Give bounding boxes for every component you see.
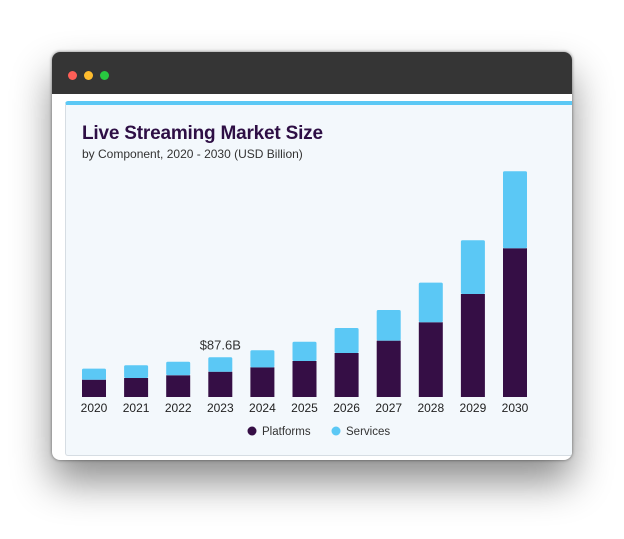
maximize-button[interactable] bbox=[100, 71, 109, 80]
chart-title: Live Streaming Market Size bbox=[82, 123, 323, 144]
bar-platforms-2025 bbox=[292, 360, 317, 397]
x-tick-label: 2026 bbox=[333, 401, 360, 415]
bar-platforms-2023 bbox=[208, 371, 233, 397]
chart-subtitle: by Component, 2020 - 2030 (USD Billion) bbox=[82, 147, 303, 161]
bar-platforms-2022 bbox=[166, 375, 191, 397]
x-tick-label: 2020 bbox=[81, 401, 108, 415]
bar-platforms-2029 bbox=[460, 293, 485, 397]
x-tick-label: 2021 bbox=[123, 401, 150, 415]
bar-platforms-2030 bbox=[503, 248, 527, 397]
bar-platforms-2021 bbox=[124, 378, 149, 397]
x-tick-label: 2028 bbox=[417, 401, 444, 415]
title-bar bbox=[52, 52, 572, 94]
bar-services-2025 bbox=[292, 341, 317, 361]
bar-services-2022 bbox=[166, 361, 191, 376]
bar-platforms-2020 bbox=[82, 379, 106, 397]
x-tick-label: 2024 bbox=[249, 401, 276, 415]
bar-services-2023 bbox=[208, 357, 233, 372]
x-tick-label: 2030 bbox=[502, 401, 529, 415]
bar-platforms-2028 bbox=[418, 322, 443, 397]
bar-platforms-2024 bbox=[250, 367, 275, 397]
data-label: $87.6B bbox=[200, 337, 241, 352]
bar-services-2028 bbox=[418, 282, 443, 323]
legend-marker-platforms bbox=[247, 426, 257, 436]
bar-services-2026 bbox=[334, 327, 359, 353]
stacked-bar-chart: 2020 2021 2022 2023 $87.6B 2024 2025 2026 2027 20… bbox=[81, 171, 529, 438]
bar-services-2027 bbox=[376, 309, 401, 341]
close-button[interactable] bbox=[68, 71, 77, 80]
legend-label-platforms: Platforms bbox=[262, 426, 311, 438]
x-tick-label: 2025 bbox=[291, 401, 318, 415]
bar-services-2030 bbox=[503, 171, 527, 249]
x-tick-label: 2022 bbox=[165, 401, 192, 415]
bar-services-2020 bbox=[82, 368, 106, 380]
x-tick-label: 2023 bbox=[207, 401, 234, 415]
x-tick-label: 2029 bbox=[460, 401, 487, 415]
minimize-button[interactable] bbox=[84, 71, 93, 80]
bar-services-2024 bbox=[250, 350, 275, 368]
bar-services-2029 bbox=[460, 240, 485, 294]
bar-platforms-2026 bbox=[334, 352, 359, 397]
x-tick-label: 2027 bbox=[375, 401, 402, 415]
legend-marker-services bbox=[331, 426, 341, 436]
browser-window: Live Streaming Market Size by Component,… bbox=[52, 52, 572, 460]
chart-card: Live Streaming Market Size by Component,… bbox=[65, 101, 572, 456]
bar-services-2021 bbox=[124, 365, 149, 379]
legend-label-services: Services bbox=[346, 426, 390, 438]
bar-platforms-2027 bbox=[376, 340, 401, 397]
